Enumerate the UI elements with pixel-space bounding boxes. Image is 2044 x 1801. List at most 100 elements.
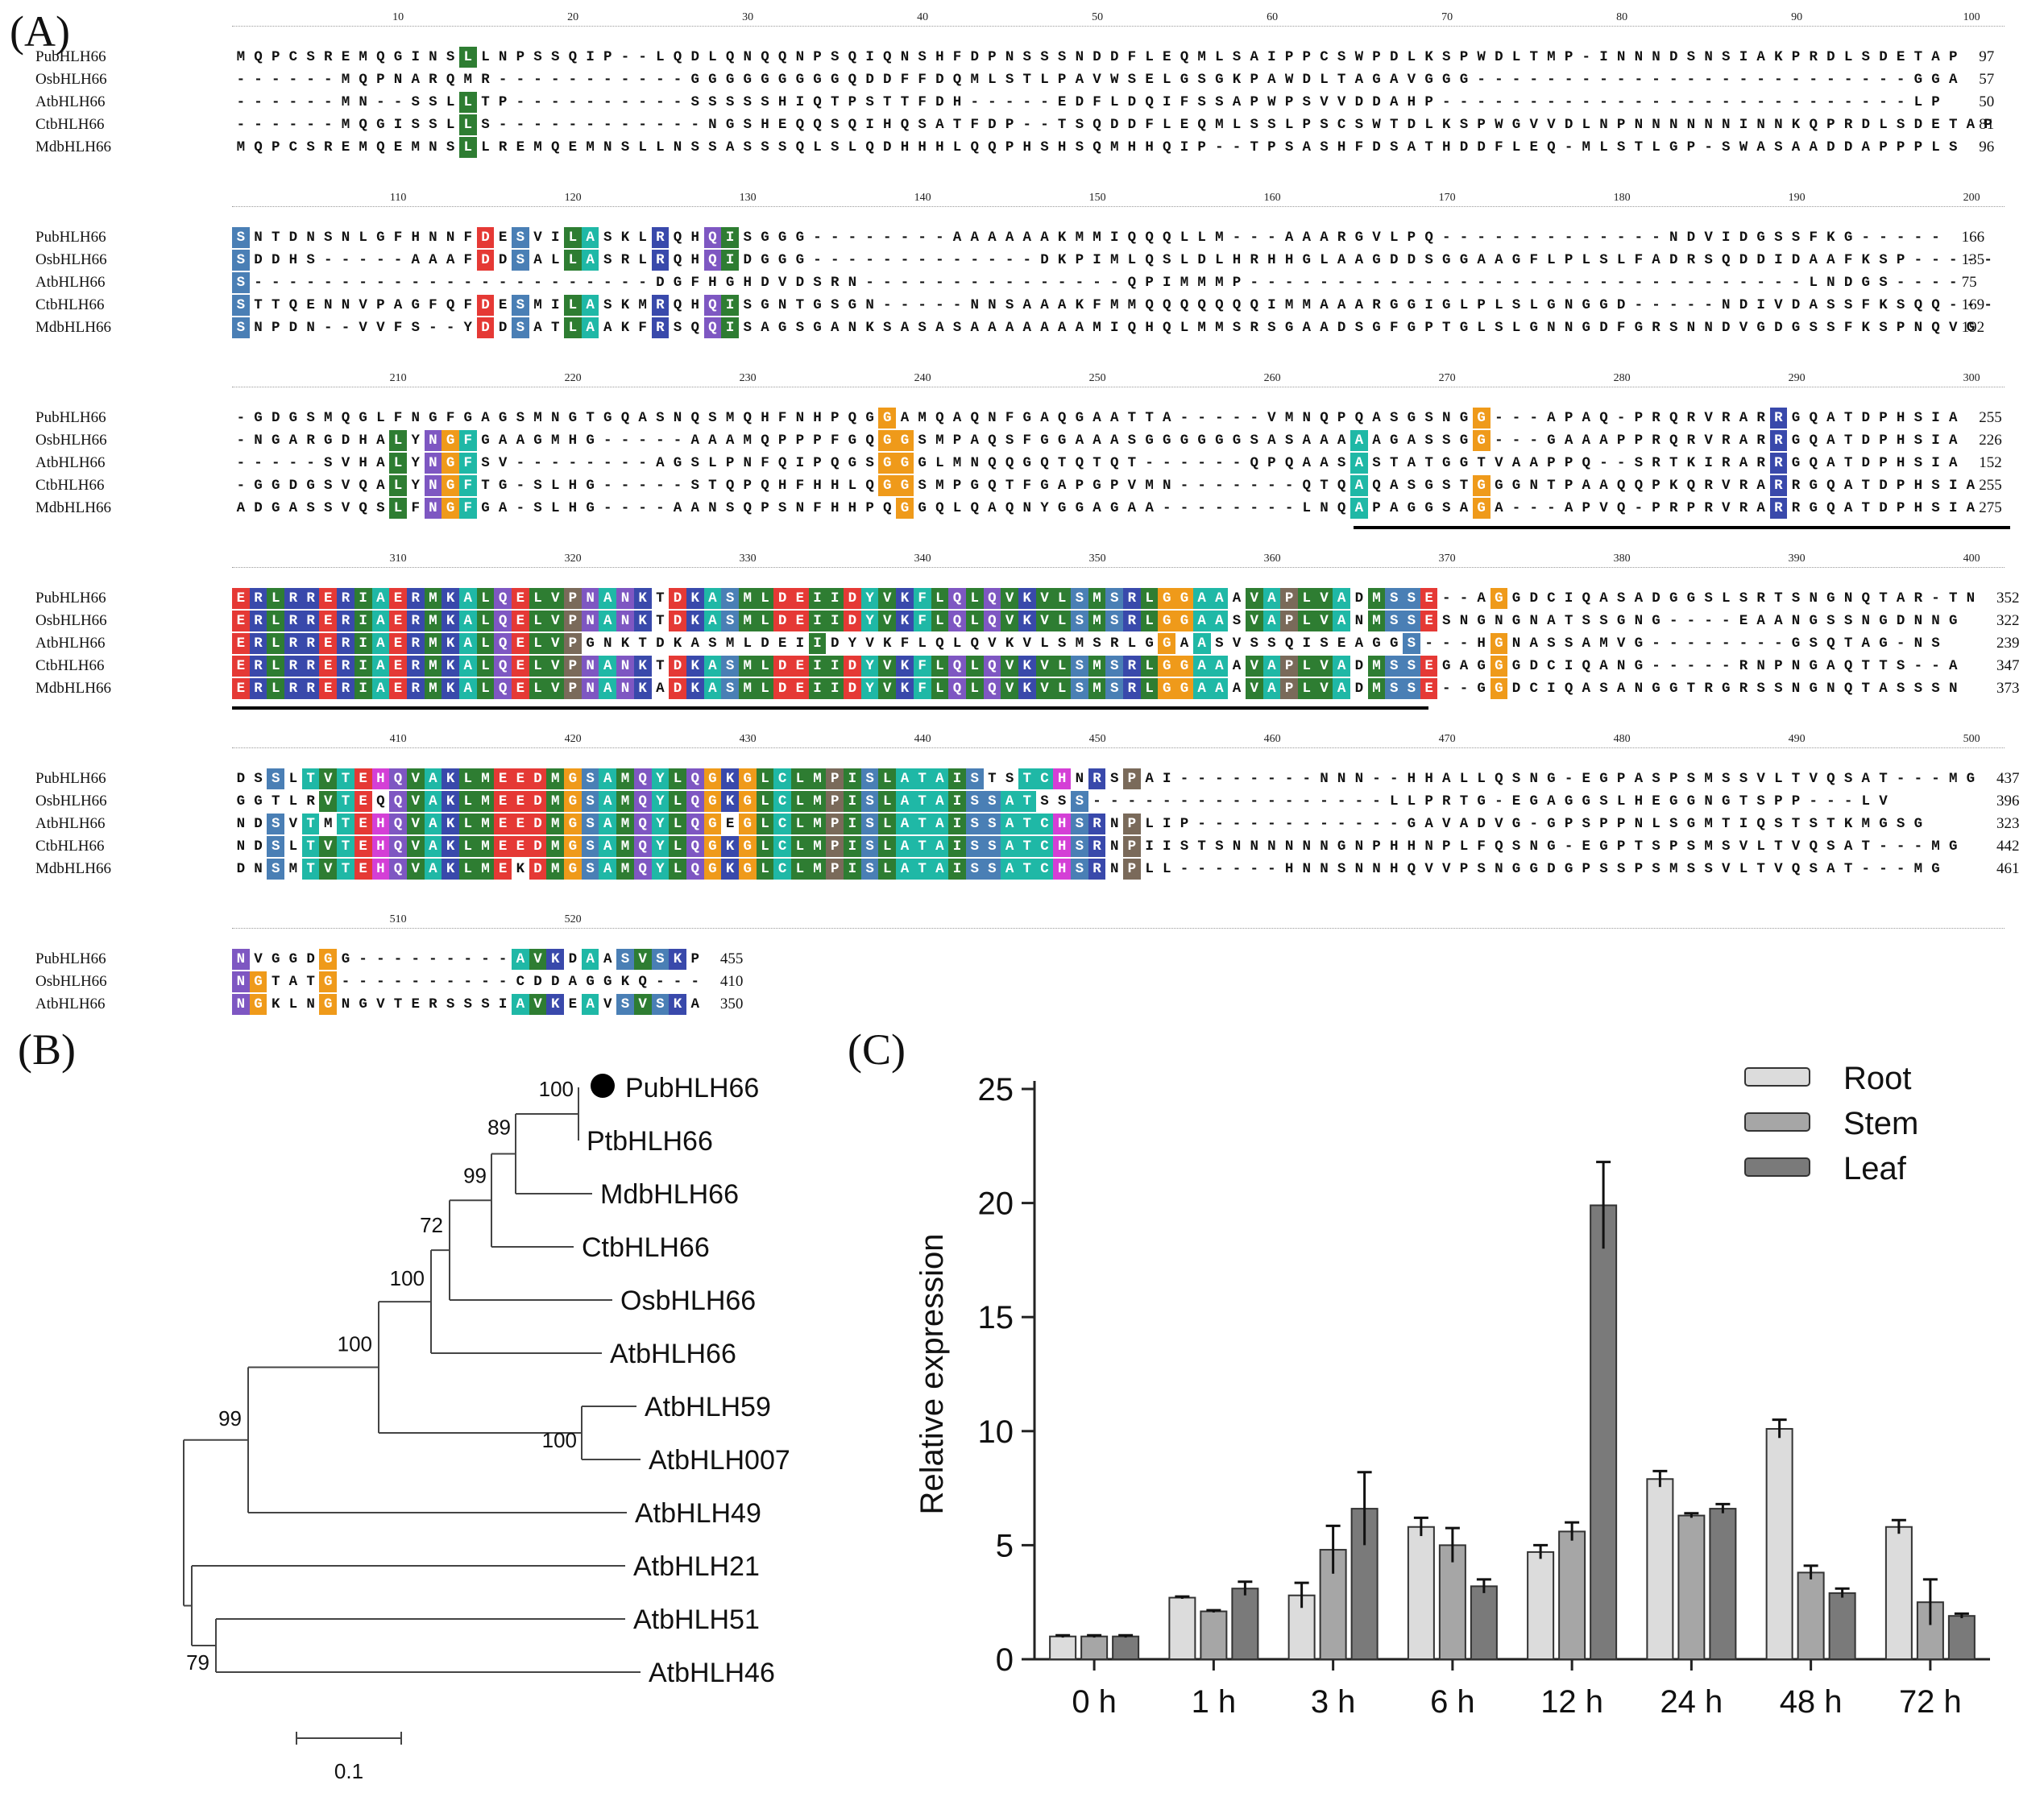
bhlh-domain-underline bbox=[232, 706, 1428, 710]
bar-stem bbox=[1677, 1514, 1706, 1660]
ruler-tick: 30 bbox=[742, 11, 754, 23]
ruler-tick: 500 bbox=[1963, 733, 1980, 745]
ruler-tick: 120 bbox=[564, 192, 582, 204]
ruler-tick: 200 bbox=[1963, 192, 1980, 204]
tree-svg: PubHLH66 PtbHLH66 MdbHLH66 CtbHLH66 OsbHLH66… bbox=[183, 1073, 790, 1783]
ruler-tick: 460 bbox=[1263, 733, 1281, 745]
alignment-block: 10 20 30 40 50 60 70 80 90 100 PubHLH66 M Q P C S R E M Q G I… bbox=[0, 11, 2044, 172]
sequence-length: 135 bbox=[1961, 251, 1985, 268]
bar-leaf bbox=[1709, 1508, 1737, 1661]
y-tick-label: 5 bbox=[996, 1528, 1014, 1563]
bar-root bbox=[1765, 1427, 1793, 1660]
ruler-tick: 160 bbox=[1263, 192, 1281, 204]
ruler-tick: 320 bbox=[564, 553, 582, 565]
bhlh-domain-underline bbox=[1354, 526, 2010, 529]
ruler-tick: 280 bbox=[1613, 372, 1631, 384]
sequence-name: CtbHLH66 bbox=[35, 116, 105, 133]
ruler-tick: 50 bbox=[1092, 11, 1104, 23]
ruler-tick: 130 bbox=[739, 192, 757, 204]
bootstrap-value: 100 bbox=[539, 1077, 574, 1101]
bar-leaf bbox=[1470, 1585, 1498, 1660]
taxon-label: AtbHLH007 bbox=[649, 1445, 790, 1476]
bar-root bbox=[1407, 1526, 1435, 1661]
alignment-block: 510 520 PubHLH66 N V G G D G G - - - - - - - - - A V K D A A S V S K… bbox=[0, 913, 2044, 1074]
ruler-tick: 150 bbox=[1088, 192, 1106, 204]
sequence-name: PubHLH66 bbox=[35, 590, 106, 607]
taxon-label: AtbHLH66 bbox=[610, 1339, 736, 1369]
sequence-name: AtbHLH66 bbox=[35, 93, 106, 110]
sequence-length: 81 bbox=[1979, 116, 1995, 133]
bar-root bbox=[1646, 1478, 1674, 1660]
sequence-length: 57 bbox=[1979, 71, 1995, 88]
highlight-dot-icon bbox=[591, 1074, 615, 1098]
sequence-name: MdbHLH66 bbox=[35, 499, 111, 516]
sequence-name: OsbHLH66 bbox=[35, 251, 107, 268]
sequence-length: 275 bbox=[1979, 499, 2002, 516]
sequence-alignment: 10 20 30 40 50 60 70 80 90 100 PubHLH66 M Q P C S R E M Q G I… bbox=[0, 11, 2044, 1015]
sequence-name: CtbHLH66 bbox=[35, 657, 105, 674]
sequence-name: OsbHLH66 bbox=[35, 612, 107, 629]
ruler-tick: 480 bbox=[1613, 733, 1631, 745]
y-tick-label: 20 bbox=[978, 1186, 1014, 1222]
ruler-tick: 90 bbox=[1791, 11, 1803, 23]
sequence-name: AtbHLH66 bbox=[35, 454, 106, 471]
alignment-block: 310 320 330 340 350 360 370 380 390 400 PubHLH66 E R… bbox=[0, 553, 2044, 714]
ruler-tick: 490 bbox=[1788, 733, 1806, 745]
sequence-name: CtbHLH66 bbox=[35, 838, 105, 855]
position-ruler: 310 320 330 340 350 360 370 380 390 400 bbox=[232, 553, 2005, 575]
ruler-tick: 450 bbox=[1088, 733, 1106, 745]
ruler-tick: 300 bbox=[1963, 372, 1980, 384]
bar-leaf bbox=[1231, 1588, 1259, 1661]
bar-stem bbox=[1558, 1530, 1586, 1661]
sequence-length: 152 bbox=[1979, 454, 2002, 471]
bar-leaf bbox=[1947, 1615, 1976, 1661]
ruler-tick: 270 bbox=[1438, 372, 1456, 384]
sequence-length: 75 bbox=[1961, 274, 1977, 291]
legend-label: Stem bbox=[1843, 1106, 1918, 1141]
bar-leaf bbox=[1590, 1204, 1618, 1660]
sequence-length: 442 bbox=[1996, 838, 2020, 855]
chart-svg: 0 5 10 15 20 25 Relative expression 0 h 1 h 3 h 6 … bbox=[914, 1061, 1990, 1720]
sequence-length: 396 bbox=[1996, 793, 2020, 809]
bar-stem bbox=[1438, 1544, 1466, 1661]
bar-root bbox=[1884, 1526, 1913, 1661]
taxon-label: AtbHLH46 bbox=[649, 1658, 775, 1688]
sequence-name: PubHLH66 bbox=[35, 770, 106, 787]
ruler-tick: 260 bbox=[1263, 372, 1281, 384]
ruler-tick: 470 bbox=[1438, 733, 1456, 745]
bar-root bbox=[1527, 1551, 1555, 1660]
sequence-length: 352 bbox=[1996, 590, 2020, 607]
ruler-tick: 290 bbox=[1788, 372, 1806, 384]
sequence-length: 169 bbox=[1961, 296, 1985, 313]
sequence-name: MdbHLH66 bbox=[35, 680, 111, 697]
x-tick-label: 24 h bbox=[1660, 1684, 1723, 1720]
bar-leaf bbox=[1112, 1635, 1140, 1660]
sequence-name: PubHLH66 bbox=[35, 950, 106, 967]
sequence-name: OsbHLH66 bbox=[35, 793, 107, 809]
sequence-length: 50 bbox=[1979, 93, 1995, 110]
position-ruler: 10 20 30 40 50 60 70 80 90 100 bbox=[232, 11, 2005, 34]
taxon-label: AtbHLH49 bbox=[635, 1498, 761, 1529]
panel-label-a: (A) bbox=[10, 7, 70, 56]
ruler-tick: 10 bbox=[392, 11, 404, 23]
position-ruler: 410 420 430 440 450 460 470 480 490 500 bbox=[232, 733, 2005, 756]
